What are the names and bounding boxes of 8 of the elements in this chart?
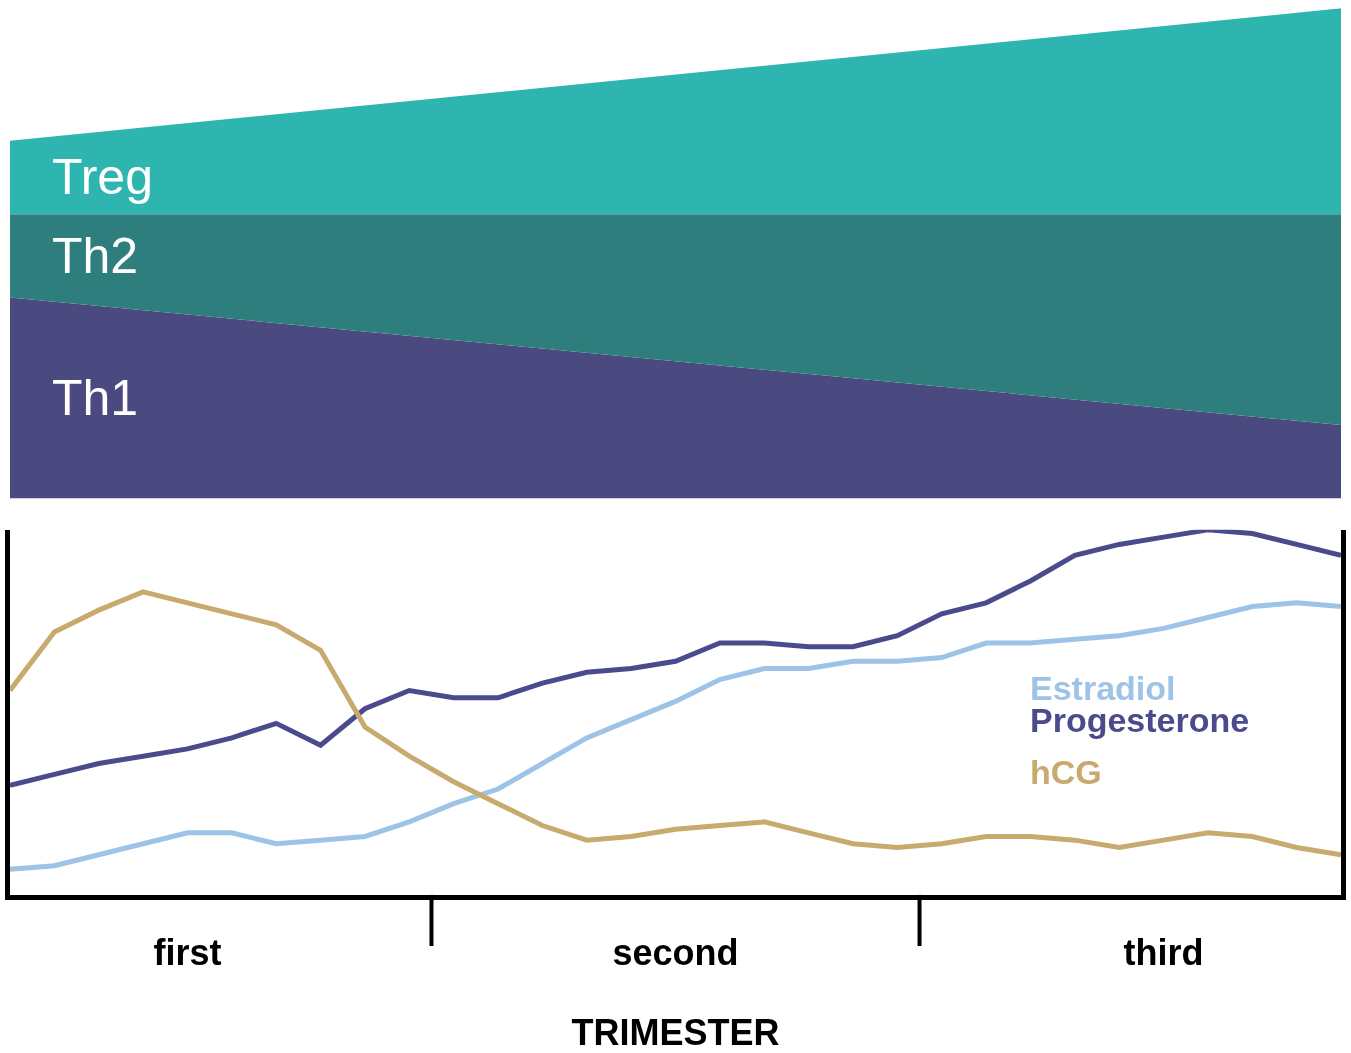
x-axis-title: TRIMESTER (571, 1012, 780, 1053)
series-label: Th1 (52, 370, 139, 426)
series-label: hCG (1030, 753, 1102, 791)
series-label: Treg (52, 149, 153, 205)
x-tick-label: first (153, 932, 222, 974)
x-tick-label: second (612, 932, 739, 974)
x-tick-label: third (1123, 932, 1204, 974)
series-label: Th2 (52, 228, 139, 284)
